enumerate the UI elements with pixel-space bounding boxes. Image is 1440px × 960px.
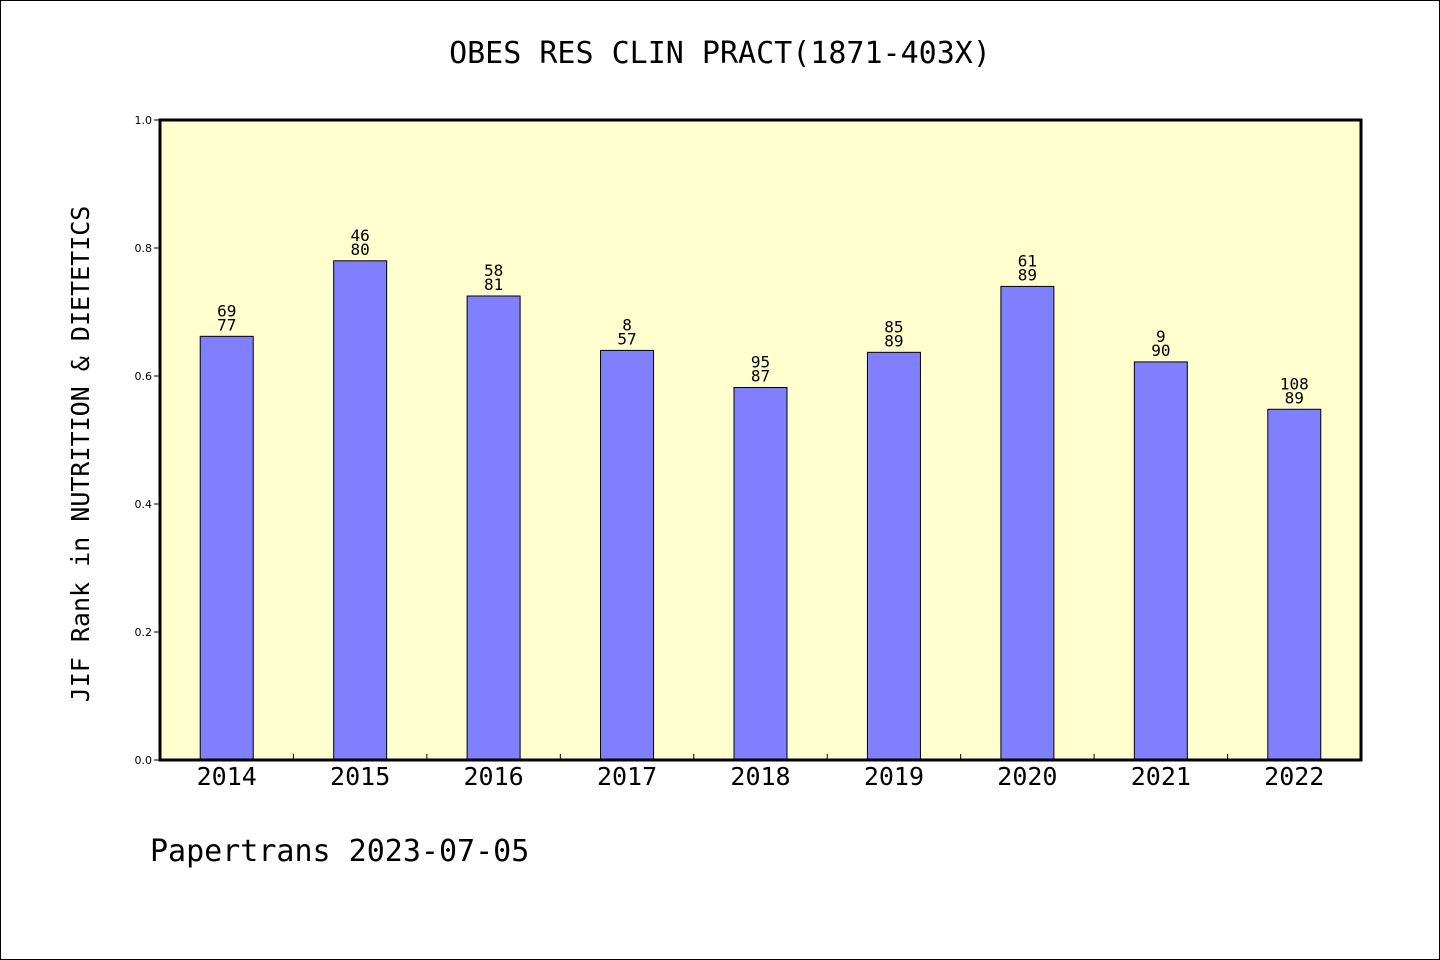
- bar-total-label: 89: [1285, 388, 1304, 407]
- x-tick-label: 2020: [997, 762, 1057, 791]
- y-tick-label: 0.4: [135, 498, 153, 511]
- x-tick-label: 2016: [464, 762, 524, 791]
- bar-rank-label: 95: [751, 353, 770, 372]
- bar: [466, 295, 521, 761]
- bar-total-label: 87: [751, 367, 770, 386]
- x-axis: 2014 2015 2016 2017 2018 2019 2020 2021 2022: [197, 754, 1324, 791]
- x-tick-label: 2017: [597, 762, 657, 791]
- bar-rank-label: 46: [351, 226, 370, 245]
- bar-rank-label: 108: [1280, 374, 1309, 393]
- bar: [600, 349, 655, 761]
- bar-total-label: 81: [484, 275, 503, 294]
- bar: [1267, 408, 1322, 761]
- y-tick-label: 0.6: [135, 370, 153, 383]
- bar: [1133, 361, 1188, 761]
- bar-total-label: 89: [884, 331, 903, 350]
- bar-rank-label: 85: [884, 317, 903, 336]
- y-tick-label: 0.8: [135, 242, 153, 255]
- x-tick-label: 2014: [197, 762, 257, 791]
- bar: [866, 351, 921, 761]
- chart-title: OBES RES CLIN PRACT(1871-403X): [449, 36, 991, 71]
- bar-total-label: 89: [1018, 265, 1037, 284]
- bar: [333, 260, 388, 761]
- x-tick-label: 2015: [330, 762, 390, 791]
- x-tick-label: 2019: [864, 762, 924, 791]
- bar-total-label: 77: [217, 315, 236, 334]
- footer-credit: Papertrans 2023-07-05: [150, 834, 530, 869]
- y-tick-label: 1.0: [135, 114, 153, 127]
- plot-border: [158, 118, 1363, 762]
- bars: [199, 260, 1322, 761]
- x-tick-label: 2018: [730, 762, 790, 791]
- y-axis-label: JIF Rank in NUTRITION & DIETETICS: [66, 206, 95, 703]
- bar-rank-label: 58: [484, 261, 503, 280]
- bar-total-label: 57: [617, 329, 636, 348]
- bar: [1000, 285, 1055, 761]
- bar: [733, 387, 788, 761]
- bar-rank-label: 69: [217, 301, 236, 320]
- y-tick-label: 0.2: [135, 626, 153, 639]
- x-tick-label: 2022: [1264, 762, 1324, 791]
- bar-rank-label: 8: [622, 315, 632, 334]
- x-tick-label: 2021: [1131, 762, 1191, 791]
- bar-total-label: 90: [1151, 341, 1170, 360]
- y-axis: 0.0 0.2 0.4 0.6 0.8 1.0: [135, 114, 160, 767]
- bar-rank-label: 9: [1156, 327, 1166, 346]
- bar: [199, 335, 254, 761]
- bar-total-label: 80: [351, 240, 370, 259]
- y-tick-label: 0.0: [135, 754, 153, 767]
- bar-rank-label: 61: [1018, 251, 1037, 270]
